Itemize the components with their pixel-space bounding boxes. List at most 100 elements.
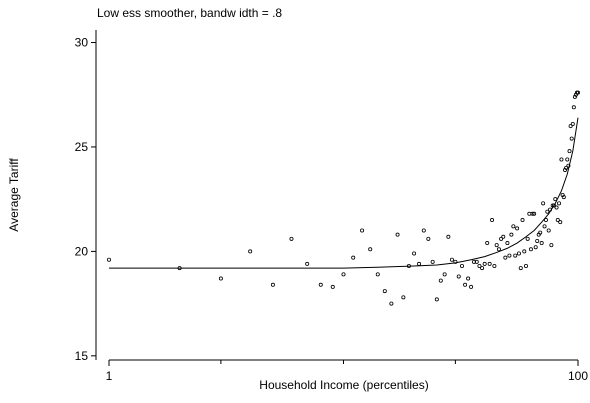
scatter-point bbox=[511, 224, 516, 229]
scatter-point bbox=[564, 165, 569, 170]
scatter-point bbox=[522, 249, 527, 254]
scatter-point bbox=[456, 274, 461, 279]
scatter-point bbox=[553, 197, 558, 202]
scatter-point bbox=[270, 282, 275, 287]
scatter-point bbox=[449, 257, 454, 262]
scatter-point bbox=[218, 276, 223, 281]
scatter-point bbox=[496, 247, 501, 252]
scatter-point bbox=[417, 261, 422, 266]
scatter-point bbox=[442, 272, 447, 277]
scatter-point bbox=[570, 121, 575, 126]
scatter-point bbox=[532, 211, 537, 216]
scatter-point bbox=[545, 209, 550, 214]
scatter-point bbox=[463, 282, 468, 287]
scatter-point bbox=[501, 234, 506, 239]
scatter-point bbox=[533, 245, 538, 250]
scatter-point bbox=[351, 255, 356, 260]
scatter-point bbox=[453, 259, 458, 264]
scatter-point bbox=[395, 232, 400, 237]
scatter-point bbox=[546, 228, 551, 233]
scatter-point bbox=[430, 259, 435, 264]
scatter-point bbox=[406, 264, 411, 269]
scatter-point bbox=[525, 236, 530, 241]
scatter-point bbox=[492, 264, 497, 269]
scatter-point bbox=[572, 94, 577, 99]
scatter-point bbox=[401, 295, 406, 300]
scatter-point bbox=[289, 236, 294, 241]
chart-title: Low ess smoother, bandw idth = .8 bbox=[97, 6, 282, 20]
scatter-point bbox=[567, 149, 572, 154]
scatter-point bbox=[494, 243, 499, 248]
scatter-point bbox=[554, 205, 559, 210]
scatter-point bbox=[513, 253, 518, 258]
scatter-point bbox=[330, 284, 335, 289]
scatter-point bbox=[509, 232, 514, 237]
scatter-point bbox=[558, 220, 563, 225]
axes: 15 20 25 30 1 100 bbox=[75, 30, 588, 383]
scatter-point bbox=[576, 90, 581, 95]
scatter-point bbox=[561, 195, 566, 200]
scatter-point bbox=[520, 218, 525, 223]
scatter-point bbox=[503, 255, 508, 260]
scatter-point bbox=[507, 253, 512, 258]
scatter-point bbox=[446, 234, 451, 239]
scatter-point bbox=[543, 218, 548, 223]
lowess-smoother-line bbox=[109, 117, 579, 269]
scatter-point bbox=[459, 264, 464, 269]
scatter-point bbox=[248, 249, 253, 254]
y-axis-label: Average Tariff bbox=[7, 158, 21, 232]
scatter-point bbox=[389, 301, 394, 306]
scatter-point bbox=[565, 157, 570, 162]
scatter-point bbox=[469, 284, 474, 289]
scatter-point bbox=[341, 272, 346, 277]
scatter-point bbox=[421, 228, 426, 233]
scatter-point bbox=[555, 218, 560, 223]
y-tick-label: 25 bbox=[75, 140, 89, 154]
scatter-point bbox=[477, 264, 482, 269]
scatter-point bbox=[551, 203, 556, 208]
scatter-point bbox=[360, 228, 365, 233]
y-tick-label: 30 bbox=[75, 36, 89, 50]
smoother-line-group bbox=[109, 117, 579, 269]
scatter-point bbox=[438, 278, 443, 283]
x-axis-label: Household Income (percentiles) bbox=[259, 378, 428, 392]
scatter-point bbox=[539, 241, 544, 246]
scatter-point bbox=[482, 261, 487, 266]
scatter-point bbox=[382, 289, 387, 294]
scatter-point bbox=[466, 276, 471, 281]
scatter-point bbox=[499, 236, 504, 241]
scatter-points-group bbox=[107, 90, 581, 306]
scatter-point bbox=[541, 201, 546, 206]
scatter-point bbox=[426, 236, 431, 241]
scatter-point bbox=[571, 105, 576, 110]
scatter-point bbox=[375, 272, 380, 277]
scatter-point bbox=[471, 259, 476, 264]
y-tick-label: 15 bbox=[75, 349, 89, 363]
scatter-point bbox=[516, 251, 521, 256]
scatter-point bbox=[434, 297, 439, 302]
scatter-point bbox=[542, 224, 547, 229]
scatter-point bbox=[412, 251, 417, 256]
scatter-point bbox=[549, 243, 554, 248]
scatter-point bbox=[550, 203, 555, 208]
scatter-point bbox=[523, 264, 528, 269]
scatter-point bbox=[107, 257, 112, 262]
scatter-point bbox=[368, 247, 373, 252]
scatter-point bbox=[480, 266, 485, 271]
scatter-point bbox=[530, 211, 535, 216]
scatter-point bbox=[527, 211, 532, 216]
scatter-point bbox=[474, 259, 479, 264]
scatter-point bbox=[485, 241, 490, 246]
scatter-point bbox=[305, 261, 310, 266]
scatter-point bbox=[515, 226, 520, 231]
scatter-point bbox=[573, 92, 578, 97]
x-tick-label: 100 bbox=[568, 369, 588, 383]
scatter-point bbox=[528, 247, 533, 252]
scatter-point bbox=[548, 207, 553, 212]
scatter-point bbox=[569, 136, 574, 141]
scatter-point bbox=[487, 261, 492, 266]
scatter-point bbox=[568, 124, 573, 129]
scatter-point bbox=[566, 163, 571, 168]
